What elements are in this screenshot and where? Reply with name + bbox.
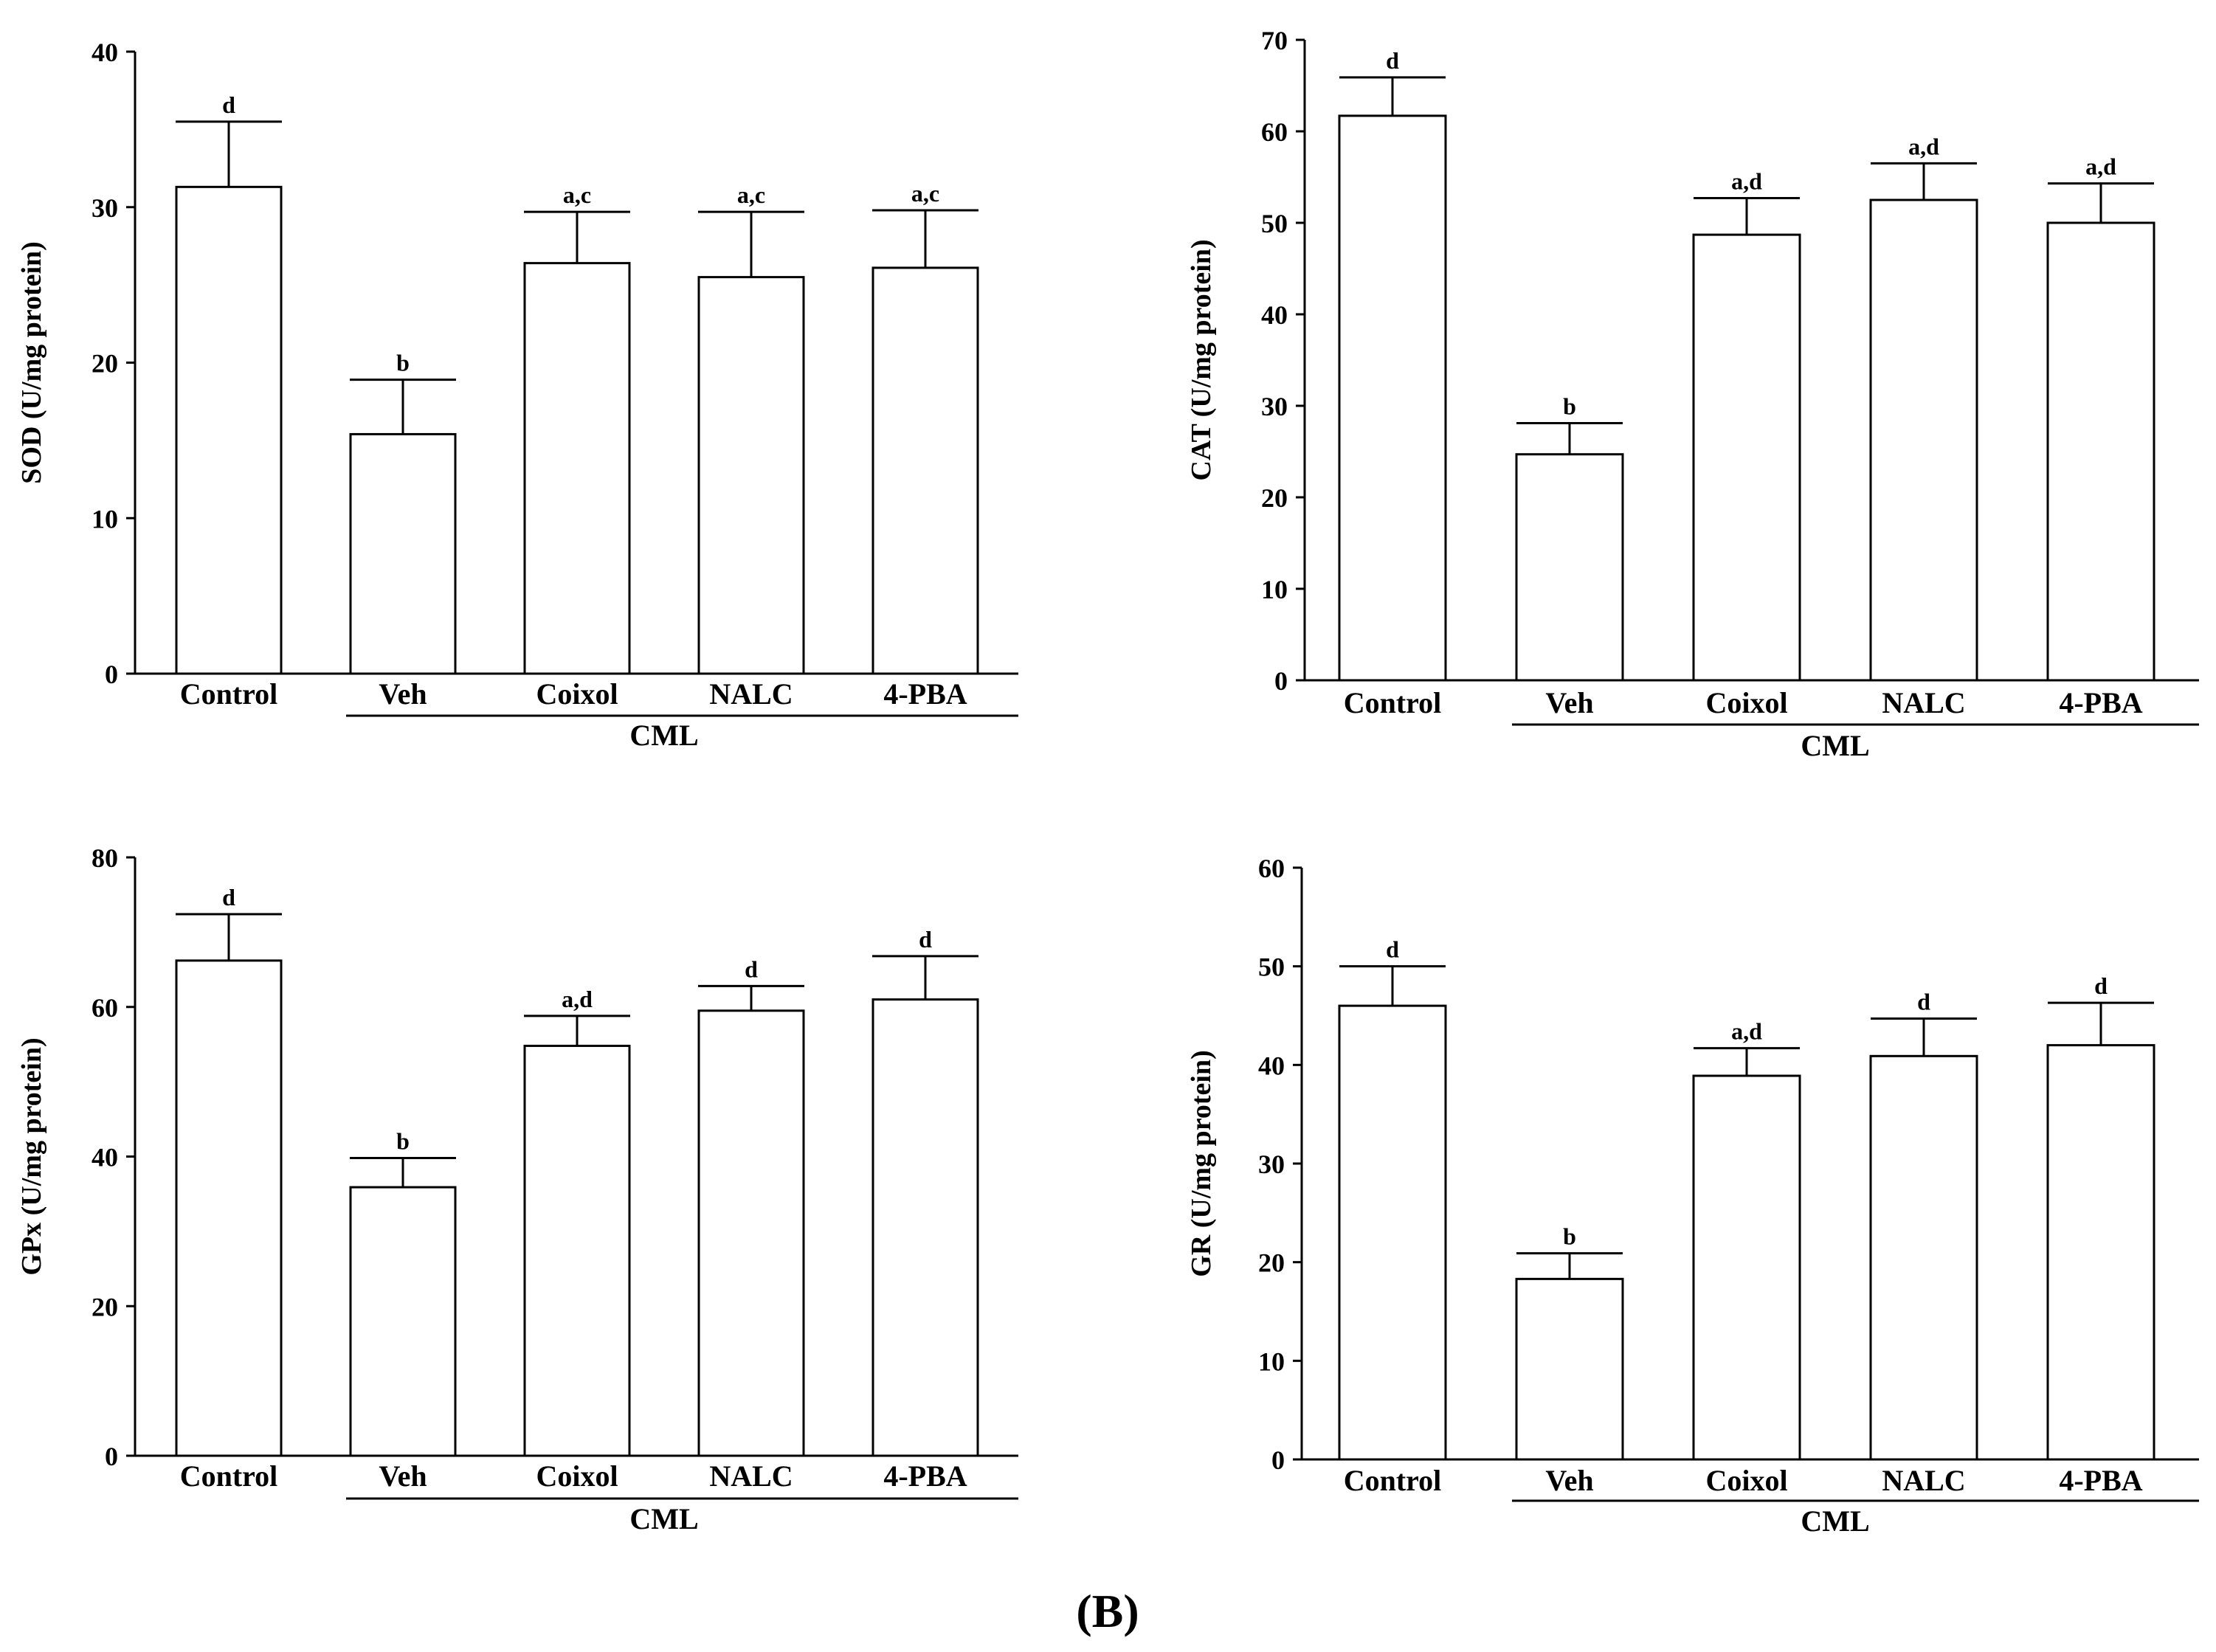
- gr-significance-label: d: [1917, 989, 1930, 1015]
- gr-category-label: Coixol: [1705, 1464, 1787, 1497]
- sod-y-tick-label: 20: [92, 349, 118, 379]
- gpx-bar: [349, 1186, 457, 1457]
- gr-category-label: Veh: [1545, 1464, 1593, 1497]
- gr-y-tick-label: 20: [1258, 1248, 1285, 1278]
- gr-y-tick-label: 0: [1271, 1445, 1285, 1475]
- cat-bar: [2046, 221, 2155, 682]
- sod-significance-label: a,c: [911, 180, 939, 207]
- sod-category-label: Veh: [379, 677, 427, 711]
- gpx-bar: [871, 998, 979, 1457]
- gr-category-label: NALC: [1882, 1464, 1965, 1497]
- cat-category-label: Control: [1344, 686, 1442, 719]
- gpx-y-tick-label: 60: [92, 993, 118, 1023]
- gr-bar: [1515, 1277, 1624, 1461]
- sod-bar: [523, 262, 631, 675]
- cat-category-label: Veh: [1545, 686, 1593, 719]
- gr-bar: [1869, 1054, 1978, 1461]
- sod-bar: [871, 266, 979, 675]
- cat-bar: [1515, 453, 1624, 682]
- panel-label: (B): [1076, 1585, 1139, 1637]
- cat-significance-label: d: [1386, 47, 1399, 74]
- gpx-category-label: NALC: [709, 1459, 793, 1493]
- gr-bar: [2046, 1044, 2155, 1461]
- gr-y-tick-label: 50: [1258, 953, 1285, 982]
- cat-y-tick-label: 20: [1261, 483, 1288, 513]
- gr-y-tick-label: 60: [1258, 854, 1285, 883]
- gr-chart: 0 10 20 30 40 50 60 GR (U/mg protein) d Control b V…: [1186, 854, 2199, 1538]
- sod-bar: [175, 185, 283, 675]
- gpx-category-label: Control: [180, 1459, 278, 1493]
- cat-y-tick-label: 30: [1261, 392, 1288, 421]
- sod-y-tick-label: 0: [105, 660, 118, 689]
- gpx-category-label: Coixol: [536, 1459, 618, 1493]
- sod-category-label: 4-PBA: [883, 677, 967, 711]
- gpx-chart: 0 20 40 60 80 GPx (U/mg protein) d Control b Veh a…: [16, 843, 1018, 1535]
- gpx-y-tick-label: 40: [92, 1143, 118, 1172]
- gpx-category-label: 4-PBA: [883, 1459, 967, 1493]
- gr-y-tick-label: 10: [1258, 1347, 1285, 1376]
- gpx-bar: [175, 959, 283, 1457]
- cat-category-label: Coixol: [1705, 686, 1787, 719]
- sod-chart: 0 10 20 30 40 SOD (U/mg protein) d Control b Veh a…: [16, 38, 1018, 752]
- cat-y-axis-label: CAT (U/mg protein): [1186, 239, 1217, 480]
- cat-significance-label: a,d: [1731, 168, 1762, 195]
- cat-bar: [1338, 114, 1447, 682]
- gr-y-axis-label: GR (U/mg protein): [1186, 1050, 1217, 1277]
- gr-y-tick-label: 40: [1258, 1051, 1285, 1080]
- sod-significance-label: a,c: [737, 182, 765, 208]
- sod-y-axis-label: SOD (U/mg protein): [16, 241, 47, 484]
- gpx-group-label: CML: [629, 1502, 698, 1535]
- gr-significance-label: d: [1386, 936, 1399, 963]
- sod-y-tick-label: 30: [92, 193, 118, 223]
- gr-significance-label: b: [1563, 1223, 1576, 1250]
- sod-category-label: Coixol: [536, 677, 618, 711]
- sod-bar: [349, 432, 457, 675]
- cat-y-tick-label: 50: [1261, 209, 1288, 238]
- cat-category-label: 4-PBA: [2059, 686, 2142, 719]
- gpx-significance-label: b: [396, 1128, 410, 1155]
- cat-y-tick-label: 10: [1261, 575, 1288, 604]
- gr-category-label: Control: [1344, 1464, 1442, 1497]
- gpx-significance-label: a,d: [562, 986, 593, 1012]
- gr-category-label: 4-PBA: [2059, 1464, 2142, 1497]
- sod-bar: [697, 276, 805, 675]
- gpx-category-label: Veh: [379, 1459, 427, 1493]
- gpx-bar: [697, 1009, 805, 1457]
- gr-bar: [1692, 1074, 1801, 1461]
- cat-significance-label: a,d: [1908, 133, 1939, 159]
- cat-significance-label: a,d: [2085, 153, 2116, 180]
- cat-group-label: CML: [1801, 729, 1869, 762]
- cat-bar: [1692, 233, 1801, 682]
- gr-y-tick-label: 30: [1258, 1150, 1285, 1179]
- sod-significance-label: d: [222, 91, 235, 118]
- sod-significance-label: b: [396, 350, 410, 376]
- gpx-bar: [523, 1044, 631, 1457]
- gpx-significance-label: d: [745, 955, 758, 982]
- gr-significance-label: d: [2094, 972, 2108, 999]
- sod-significance-label: a,c: [563, 182, 591, 208]
- gpx-y-axis-label: GPx (U/mg protein): [16, 1037, 47, 1275]
- sod-y-tick-label: 10: [92, 504, 118, 533]
- gr-significance-label: a,d: [1731, 1018, 1762, 1045]
- cat-chart: 0 10 20 30 40 50 60 70 CAT (U/mg protein) d Contro…: [1186, 26, 2199, 762]
- sod-category-label: NALC: [709, 677, 793, 711]
- gpx-y-tick-label: 80: [92, 843, 118, 873]
- gr-group-label: CML: [1801, 1504, 1869, 1538]
- cat-y-tick-label: 60: [1261, 117, 1288, 147]
- sod-category-label: Control: [180, 677, 278, 711]
- sod-group-label: CML: [629, 719, 698, 752]
- gpx-y-tick-label: 20: [92, 1292, 118, 1321]
- cat-bar: [1869, 198, 1978, 682]
- gpx-significance-label: d: [222, 884, 235, 910]
- cat-significance-label: b: [1563, 393, 1576, 420]
- cat-y-tick-label: 70: [1261, 26, 1288, 55]
- gpx-significance-label: d: [919, 926, 932, 953]
- cat-category-label: NALC: [1882, 686, 1965, 719]
- gr-bar: [1338, 1004, 1447, 1461]
- cat-y-tick-label: 40: [1261, 300, 1288, 330]
- sod-y-tick-label: 40: [92, 38, 118, 67]
- cat-y-tick-label: 0: [1274, 666, 1288, 696]
- gpx-y-tick-label: 0: [105, 1442, 118, 1471]
